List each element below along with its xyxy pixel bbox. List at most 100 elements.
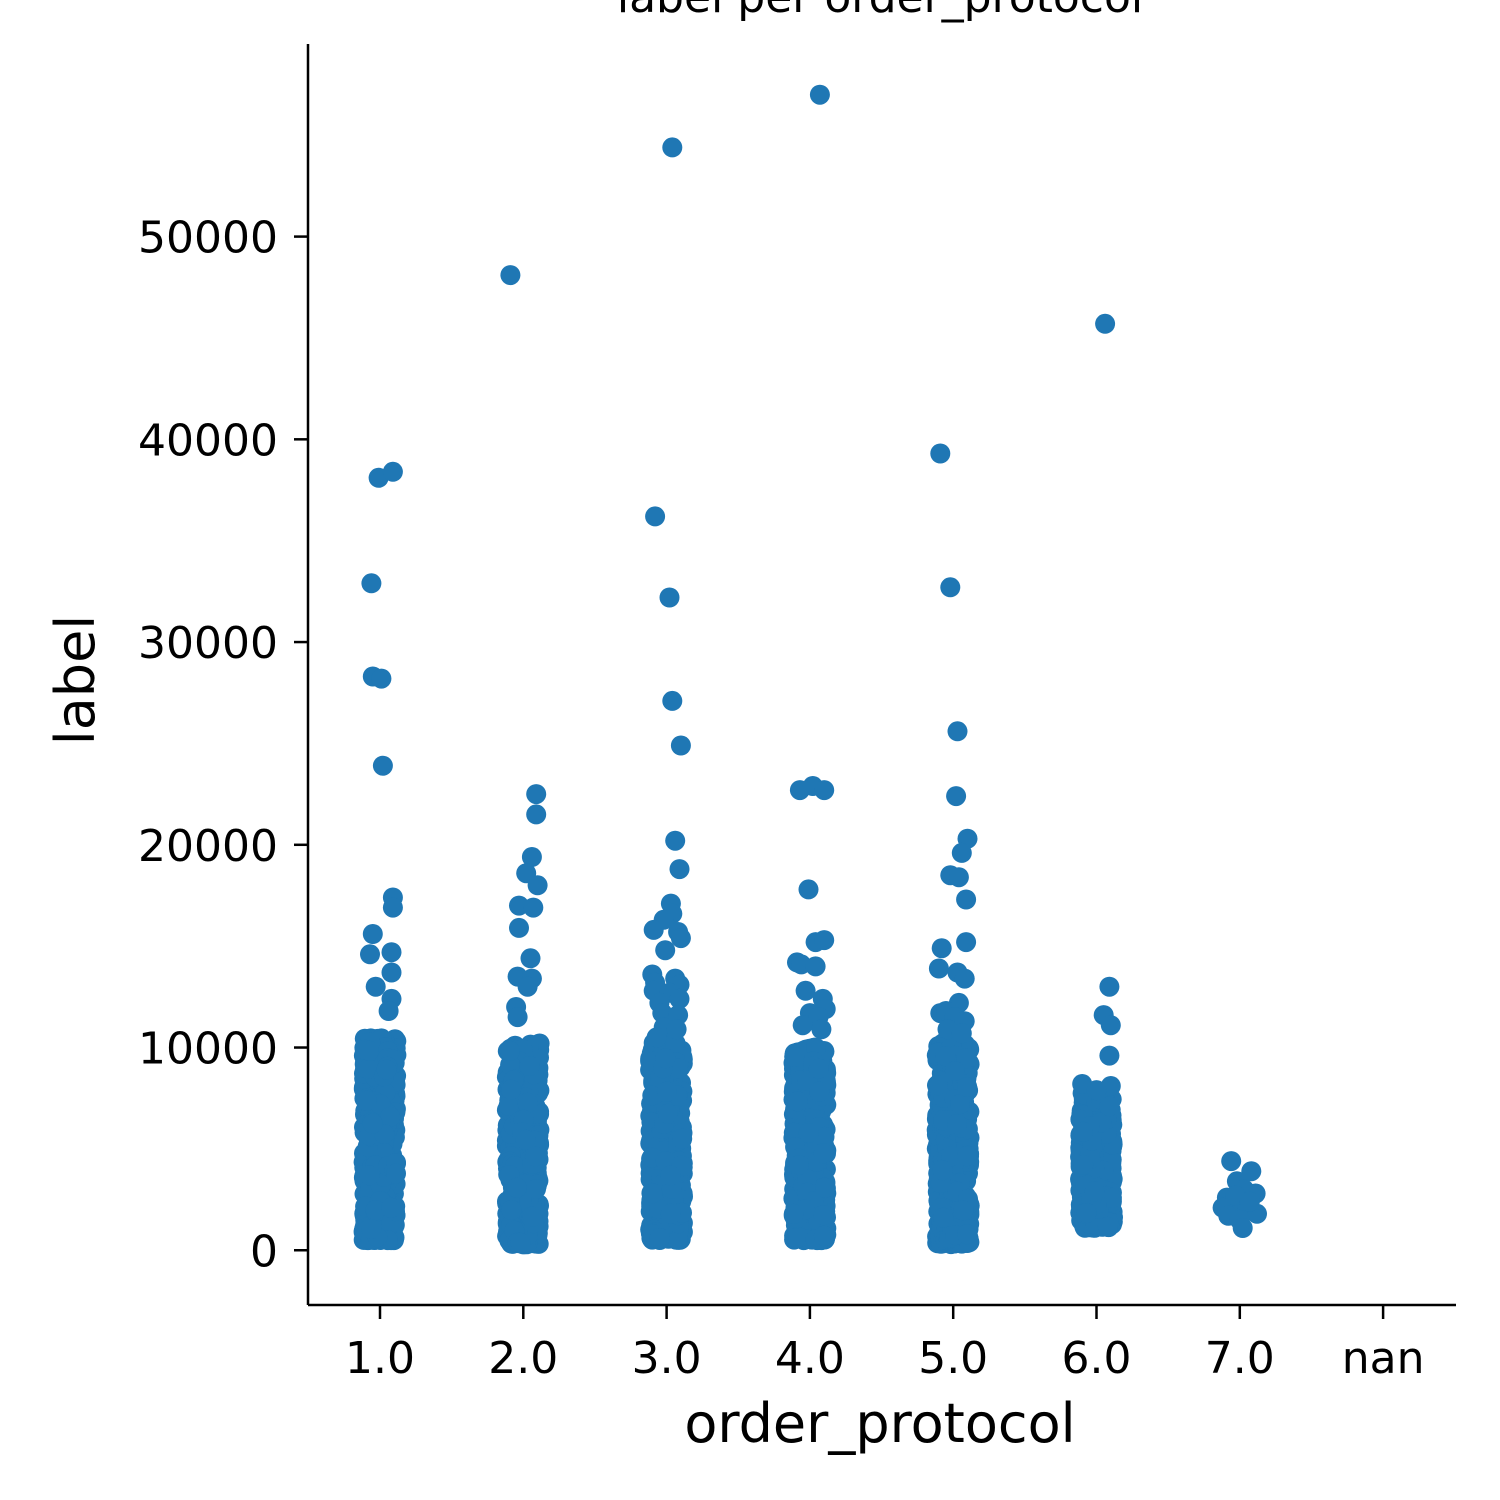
data-point (1241, 1161, 1262, 1182)
data-point (1232, 1218, 1253, 1238)
data-point (1099, 1045, 1120, 1066)
data-point (521, 847, 542, 867)
data-point-bulk-2-0 (515, 1129, 536, 1150)
data-point-bulk-2-0 (522, 1206, 543, 1227)
x-tick-label: 1.0 (345, 1333, 415, 1384)
data-point (814, 780, 835, 801)
data-point (951, 842, 972, 863)
data-point (362, 924, 383, 944)
data-point (956, 932, 977, 953)
data-point (1099, 976, 1120, 997)
data-point-bulk-5-0 (944, 1061, 965, 1081)
data-point-bulk-1-0 (357, 1058, 378, 1079)
data-point-bulk-5-0 (927, 1075, 948, 1096)
data-point (951, 1023, 972, 1044)
x-tick-label: 3.0 (632, 1333, 702, 1384)
data-point (928, 958, 949, 979)
data-point (643, 919, 664, 940)
data-point (645, 506, 666, 527)
data-point-bulk-1-0 (376, 1059, 397, 1080)
data-point-bulk-1-0 (358, 1040, 379, 1061)
data-point-bulk-3-0 (660, 1165, 681, 1186)
data-point-bulk-4-0 (783, 1203, 804, 1224)
x-tick-label: 6.0 (1062, 1333, 1132, 1384)
data-point-bulk-1-0 (380, 1106, 401, 1127)
data-point (371, 668, 392, 689)
data-point (948, 867, 969, 888)
data-point (947, 721, 968, 742)
data-point (526, 784, 547, 805)
data-point-bulk-2-0 (506, 1177, 527, 1198)
data-point-bulk-4-0 (813, 1205, 834, 1226)
data-point-bulk-1-0 (365, 1200, 386, 1221)
data-point-bulk-4-0 (813, 1225, 834, 1246)
x-tick-label: 2.0 (488, 1333, 558, 1384)
data-point-bulk-3-0 (672, 1128, 693, 1149)
data-point (1095, 313, 1116, 334)
data-point (365, 976, 386, 997)
data-point-bulk-4-0 (809, 1081, 830, 1102)
data-point-bulk-1-0 (361, 1219, 382, 1239)
data-point (646, 1027, 667, 1048)
data-point-bulk-2-0 (526, 1179, 546, 1199)
data-point (814, 930, 835, 951)
data-point-bulk-5-0 (950, 1094, 970, 1114)
data-point (382, 897, 403, 918)
data-point (500, 265, 521, 286)
data-point (517, 976, 538, 997)
data-point-bulk-6-0 (1084, 1181, 1105, 1202)
data-point (372, 755, 393, 776)
data-point-bulk-5-0 (947, 1114, 967, 1135)
data-point (507, 1007, 528, 1028)
data-point-bulk-5-0 (957, 1224, 977, 1245)
data-point (666, 1019, 687, 1040)
data-point-bulk-2-0 (517, 1092, 538, 1113)
data-point (361, 573, 382, 594)
x-tick-label: 7.0 (1205, 1333, 1275, 1384)
x-tick-label: nan (1342, 1333, 1425, 1384)
data-point-bulk-4-0 (813, 1143, 834, 1164)
data-point-bulk-2-0 (498, 1095, 519, 1116)
chart-title: label per order_protocol (617, 0, 1143, 23)
data-point (809, 84, 830, 105)
data-point-bulk-5-0 (935, 1046, 956, 1067)
data-point-bulk-3-0 (655, 1048, 676, 1069)
data-point (792, 1015, 813, 1036)
data-point-bulk-3-0 (649, 1228, 670, 1248)
data-point-bulk-6-0 (1073, 1121, 1093, 1142)
data-point-bulk-6-0 (1097, 1216, 1118, 1237)
data-point-bulk-4-0 (798, 1123, 819, 1143)
data-point-bulk-2-0 (510, 1232, 531, 1253)
y-tick-label: 0 (250, 1226, 278, 1277)
y-tick-label: 10000 (138, 1024, 278, 1075)
data-point-bulk-5-0 (933, 1207, 954, 1228)
data-point-bulk-5-0 (932, 1160, 953, 1181)
data-point-bulk-1-0 (381, 1197, 402, 1218)
data-point-bulk-3-0 (642, 1183, 663, 1204)
data-point (1221, 1151, 1242, 1172)
y-tick-label: 20000 (138, 821, 278, 872)
data-point (946, 786, 967, 807)
data-point-bulk-1-0 (359, 1165, 380, 1186)
data-point (956, 889, 977, 910)
y-tick-label: 40000 (138, 415, 278, 466)
data-point (665, 830, 686, 851)
data-point-bulk-4-0 (788, 1227, 809, 1248)
data-point (798, 879, 819, 900)
data-point-bulk-3-0 (656, 1081, 677, 1102)
data-point (520, 948, 541, 969)
data-point (930, 443, 951, 464)
data-point-bulk-2-0 (501, 1200, 522, 1220)
data-point-bulk-3-0 (660, 1203, 681, 1224)
data-point-bulk-3-0 (668, 1229, 688, 1250)
data-point (940, 577, 961, 598)
data-point (1100, 1015, 1121, 1036)
data-point-bulk-2-0 (525, 1146, 546, 1167)
x-tick-label: 4.0 (775, 1333, 845, 1384)
data-point-bulk-6-0 (1076, 1203, 1097, 1223)
data-point-bulk-6-0 (1073, 1154, 1094, 1175)
data-point (669, 859, 690, 880)
x-axis-ticks: 1.0 2.0 3.0 4.0 5.0 6.0 7.0 nan (345, 1305, 1424, 1384)
data-point (509, 917, 529, 938)
x-tick-label: 5.0 (918, 1333, 988, 1384)
